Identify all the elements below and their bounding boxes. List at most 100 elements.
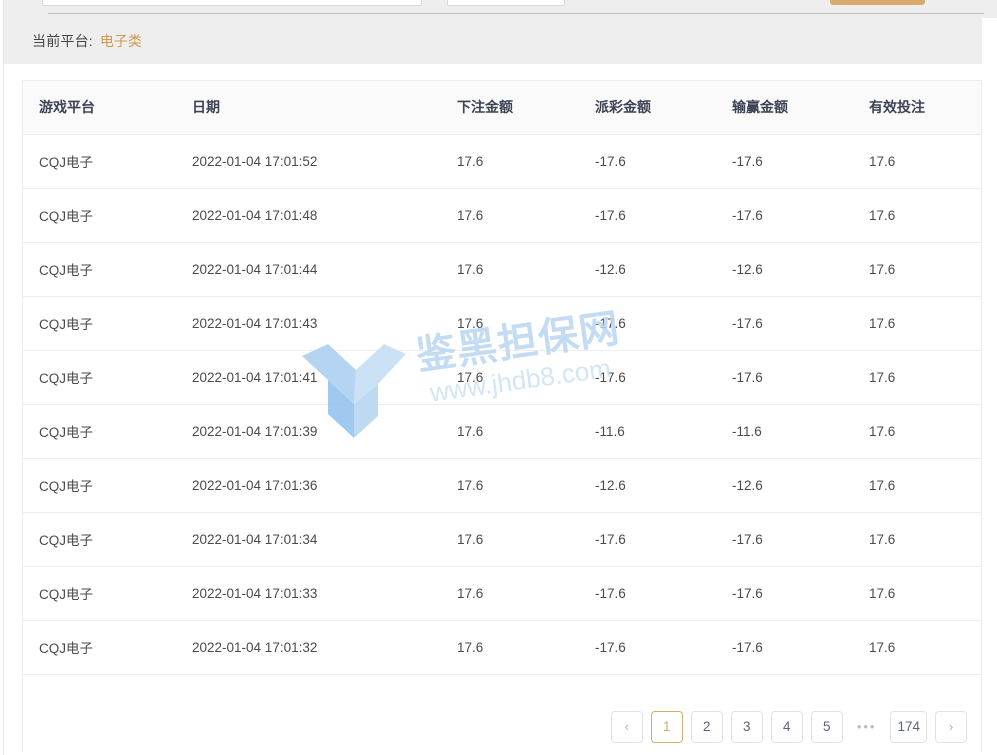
cell-bet: 17.6: [441, 404, 579, 459]
table-row: CQJ电子 2022-01-04 17:01:43 17.6 -17.6 -17.6 17…: [23, 296, 981, 351]
cell-winloss: -17.6: [716, 188, 853, 243]
pagination-next-button[interactable]: ›: [935, 710, 967, 743]
cell-bet: 17.6: [441, 242, 579, 297]
cell-bet: 17.6: [441, 566, 579, 621]
cell-date: 2022-01-04 17:01:33: [176, 566, 441, 621]
cell-date: 2022-01-04 17:01:39: [176, 404, 441, 459]
table-row: CQJ电子 2022-01-04 17:01:32 17.6 -17.6 -17.6 17…: [23, 620, 981, 675]
table-row: CQJ电子 2022-01-04 17:01:36 17.6 -12.6 -12.6 17…: [23, 458, 981, 513]
cell-winloss: -12.6: [716, 458, 853, 513]
cell-valid-bet: 17.6: [853, 620, 981, 675]
cell-payout: -11.6: [579, 404, 716, 459]
cell-platform: CQJ电子: [23, 458, 176, 513]
column-header-winloss: 输赢金额: [716, 81, 853, 135]
column-header-bet: 下注金额: [441, 81, 579, 135]
cell-platform: CQJ电子: [23, 188, 176, 243]
cell-valid-bet: 17.6: [853, 242, 981, 297]
page-left-border: [3, 0, 4, 755]
cell-date: 2022-01-04 17:01:36: [176, 458, 441, 513]
cell-bet: 17.6: [441, 458, 579, 513]
cell-valid-bet: 17.6: [853, 512, 981, 567]
cell-winloss: -17.6: [716, 296, 853, 351]
cell-winloss: -17.6: [716, 620, 853, 675]
cell-platform: CQJ电子: [23, 296, 176, 351]
pagination-page-5[interactable]: 5: [810, 710, 843, 743]
table-row: CQJ电子 2022-01-04 17:01:41 17.6 -17.6 -17.6 17…: [23, 350, 981, 405]
cell-payout: -17.6: [579, 134, 716, 189]
table-row: CQJ电子 2022-01-04 17:01:48 17.6 -17.6 -17.6 17…: [23, 188, 981, 243]
platform-select[interactable]: [447, 0, 565, 6]
column-header-payout: 派彩金额: [579, 81, 716, 135]
table-row: CQJ电子 2022-01-04 17:01:33 17.6 -17.6 -17.6 17…: [23, 566, 981, 621]
cell-bet: 17.6: [441, 296, 579, 351]
cell-winloss: -12.6: [716, 242, 853, 297]
cell-payout: -17.6: [579, 188, 716, 243]
cell-date: 2022-01-04 17:01:41: [176, 350, 441, 405]
pagination-ellipsis: •••: [850, 710, 883, 743]
pagination-page-last[interactable]: 174: [890, 710, 927, 743]
cell-payout: -12.6: [579, 242, 716, 297]
table-body: CQJ电子 2022-01-04 17:01:52 17.6 -17.6 -17.6 17…: [23, 134, 981, 675]
search-toolbar-cutoff: [4, 0, 997, 18]
cell-payout: -17.6: [579, 512, 716, 567]
search-button[interactable]: [830, 0, 925, 5]
cell-payout: -12.6: [579, 458, 716, 513]
cell-date: 2022-01-04 17:01:48: [176, 188, 441, 243]
cell-platform: CQJ电子: [23, 566, 176, 621]
cell-valid-bet: 17.6: [853, 458, 981, 513]
cell-date: 2022-01-04 17:01:34: [176, 512, 441, 567]
cell-platform: CQJ电子: [23, 404, 176, 459]
cell-date: 2022-01-04 17:01:44: [176, 242, 441, 297]
cell-bet: 17.6: [441, 134, 579, 189]
bet-records-table: 游戏平台 日期 下注金额 派彩金额 输赢金额 有效投注 CQJ电子 2022-01…: [23, 81, 981, 675]
cell-valid-bet: 17.6: [853, 134, 981, 189]
cell-platform: CQJ电子: [23, 134, 176, 189]
cell-winloss: -17.6: [716, 134, 853, 189]
date-range-input[interactable]: [42, 0, 422, 6]
toolbar-divider: [48, 13, 984, 14]
cell-platform: CQJ电子: [23, 242, 176, 297]
column-header-valid-bet: 有效投注: [853, 81, 981, 135]
cell-bet: 17.6: [441, 188, 579, 243]
cell-winloss: -17.6: [716, 566, 853, 621]
column-header-platform: 游戏平台: [23, 81, 176, 135]
table-row: CQJ电子 2022-01-04 17:01:34 17.6 -17.6 -17.6 17…: [23, 512, 981, 567]
cell-date: 2022-01-04 17:01:32: [176, 620, 441, 675]
table-header-row: 游戏平台 日期 下注金额 派彩金额 输赢金额 有效投注: [23, 81, 981, 135]
cell-payout: -17.6: [579, 566, 716, 621]
cell-winloss: -11.6: [716, 404, 853, 459]
table-row: CQJ电子 2022-01-04 17:01:39 17.6 -11.6 -11.6 17…: [23, 404, 981, 459]
cell-payout: -17.6: [579, 296, 716, 351]
cell-date: 2022-01-04 17:01:52: [176, 134, 441, 189]
pagination-prev-button[interactable]: ‹: [610, 710, 643, 743]
pagination-page-1[interactable]: 1: [650, 710, 683, 743]
cell-payout: -17.6: [579, 350, 716, 405]
cell-valid-bet: 17.6: [853, 350, 981, 405]
cell-winloss: -17.6: [716, 350, 853, 405]
cell-payout: -17.6: [579, 620, 716, 675]
cell-valid-bet: 17.6: [853, 188, 981, 243]
cell-valid-bet: 17.6: [853, 404, 981, 459]
pagination-page-4[interactable]: 4: [770, 710, 803, 743]
pagination-page-2[interactable]: 2: [690, 710, 723, 743]
cell-bet: 17.6: [441, 512, 579, 567]
cell-valid-bet: 17.6: [853, 566, 981, 621]
cell-bet: 17.6: [441, 350, 579, 405]
column-header-date: 日期: [176, 81, 441, 135]
cell-valid-bet: 17.6: [853, 296, 981, 351]
cell-bet: 17.6: [441, 620, 579, 675]
table-row: CQJ电子 2022-01-04 17:01:52 17.6 -17.6 -17.6 17…: [23, 134, 981, 189]
cell-winloss: -17.6: [716, 512, 853, 567]
cell-platform: CQJ电子: [23, 512, 176, 567]
pagination-page-3[interactable]: 3: [730, 710, 763, 743]
current-platform-value[interactable]: 电子类: [99, 33, 142, 49]
cell-date: 2022-01-04 17:01:43: [176, 296, 441, 351]
current-platform-bar: 当前平台: 电子类: [4, 18, 982, 64]
table-header: 游戏平台 日期 下注金额 派彩金额 输赢金额 有效投注: [23, 81, 981, 135]
bet-records-card: 游戏平台 日期 下注金额 派彩金额 输赢金额 有效投注 CQJ电子 2022-01…: [22, 80, 982, 752]
cell-platform: CQJ电子: [23, 620, 176, 675]
table-row: CQJ电子 2022-01-04 17:01:44 17.6 -12.6 -12.6 17…: [23, 242, 981, 297]
cell-platform: CQJ电子: [23, 350, 176, 405]
